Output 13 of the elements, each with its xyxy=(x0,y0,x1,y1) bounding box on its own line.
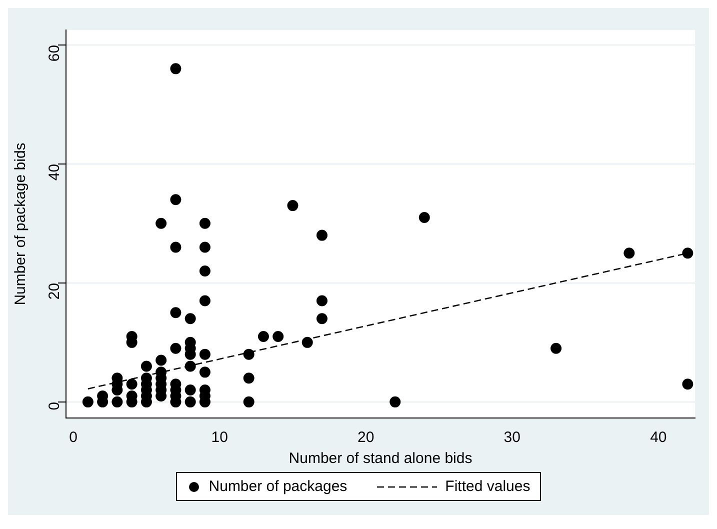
y-tick-label: 20 xyxy=(46,282,64,300)
x-tick-label: 10 xyxy=(211,429,228,446)
y-tick-label: 60 xyxy=(46,44,64,62)
x-tick-label: 0 xyxy=(69,429,78,446)
x-tick-label: 40 xyxy=(650,429,667,446)
legend-label: Fitted values xyxy=(445,478,530,495)
x-tick-label: 20 xyxy=(358,429,374,446)
legend-label: Number of packages xyxy=(208,478,348,495)
x-tick-label: 30 xyxy=(504,429,520,446)
y-axis-title: Number of package bids xyxy=(12,142,30,306)
x-axis-title: Number of stand alone bids xyxy=(288,450,472,468)
y-tick-label: 0 xyxy=(46,402,64,410)
y-tick-label: 40 xyxy=(46,164,64,181)
